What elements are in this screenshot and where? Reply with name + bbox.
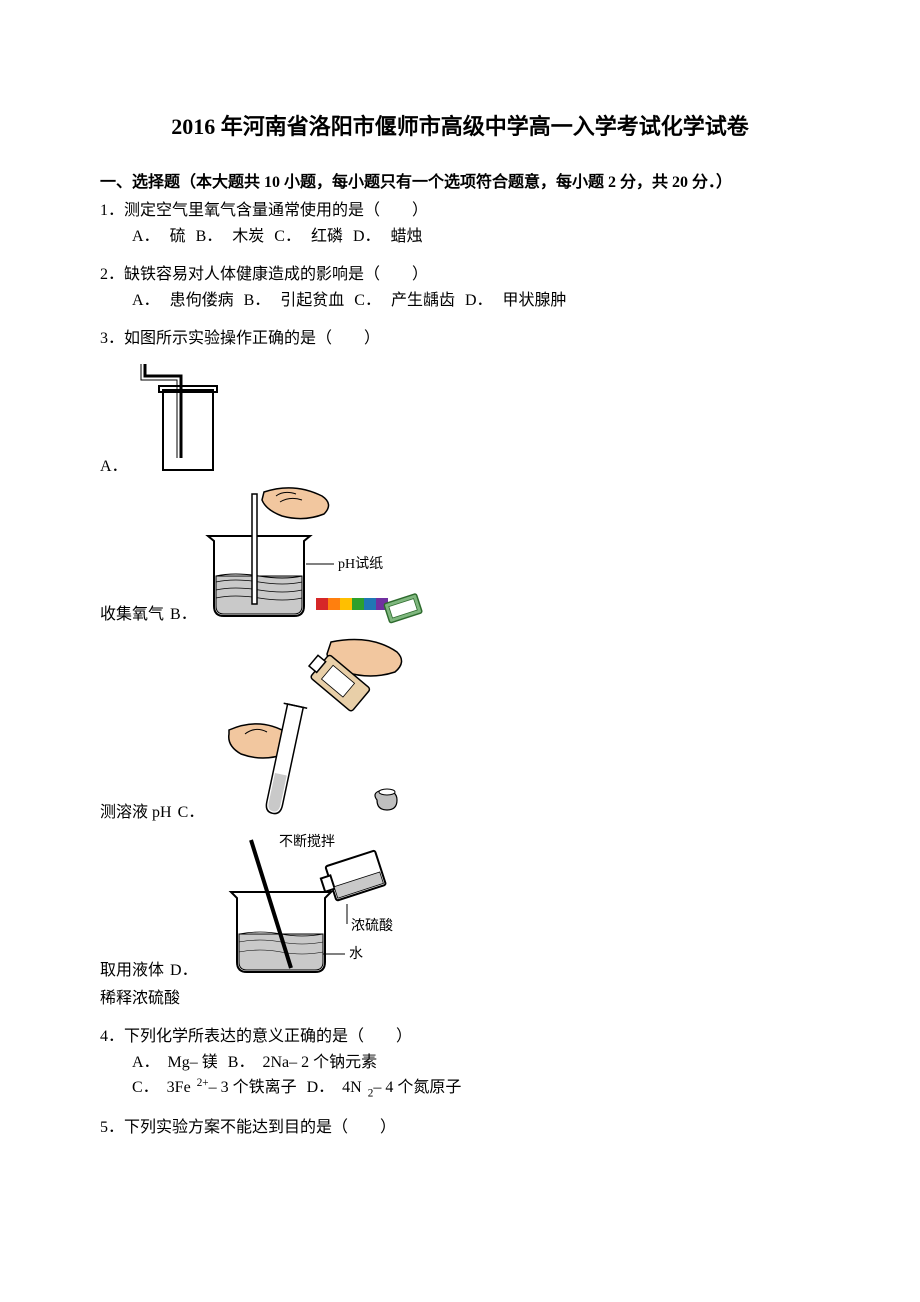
q1-optB-label: B．: [196, 228, 223, 245]
q3-optD-caption-after: 稀释浓硫酸: [100, 987, 820, 1011]
question-4: 4．下列化学所表达的意义正确的是（ ） A． Mg– 镁 B． 2Na– 2 个…: [100, 1025, 820, 1102]
question-2: 2．缺铁容易对人体健康造成的影响是（ ） A． 患佝偻病 B． 引起贫血 C． …: [100, 263, 820, 313]
ph-test-icon: pH试纸: [204, 486, 434, 626]
q3-optB-label: B．: [170, 603, 197, 627]
question-1: 1．测定空气里氧气含量通常使用的是（ ） A． 硫 B． 木炭 C． 红磷 D．…: [100, 199, 820, 249]
water-label: 水: [349, 946, 363, 962]
q3-optC-label: C．: [178, 801, 205, 825]
q2-stem: 2．缺铁容易对人体健康造成的影响是（ ）: [100, 263, 820, 287]
q3-optB-row: 收集氧气 B． pH试纸: [100, 485, 820, 627]
q3-optA-label: A．: [100, 455, 128, 479]
q3-optD-row: 取用液体 D． 不断搅拌 浓硫酸: [100, 831, 820, 983]
q2-optD-text: 甲状腺肿: [503, 292, 567, 309]
stir-label: 不断搅拌: [279, 834, 335, 850]
q4-line1: A． Mg– 镁 B． 2Na– 2 个钠元素: [100, 1051, 820, 1075]
page-title: 2016 年河南省洛阳市偃师市高级中学高一入学考试化学试卷: [100, 110, 820, 143]
q4-optA: A． Mg– 镁: [132, 1054, 218, 1071]
q3-optB-figure: pH试纸: [203, 485, 435, 627]
q3-stem: 3．如图所示实验操作正确的是（ ）: [100, 327, 820, 351]
q4-optC-post: – 3 个铁离子: [209, 1079, 297, 1096]
q3-optC-row: 测溶液 pH C．: [100, 633, 820, 825]
q1-options: A． 硫 B． 木炭 C． 红磷 D． 蜡烛: [100, 225, 820, 249]
q2-optD-label: D．: [465, 292, 493, 309]
q3-optD-caption: 取用液体: [100, 959, 164, 983]
ph-label-text: pH试纸: [338, 556, 383, 572]
q1-optD-label: D．: [353, 228, 381, 245]
q3-optB-caption: 收集氧气: [100, 603, 164, 627]
gas-collection-icon: [135, 358, 235, 478]
question-3: 3．如图所示实验操作正确的是（ ） A． 收集氧气 B．: [100, 327, 820, 1011]
q1-optA-text: 硫: [170, 228, 186, 245]
q1-optD-text: 蜡烛: [391, 228, 423, 245]
q3-optD-label: D．: [170, 959, 198, 983]
q3-optD-figure: 不断搅拌 浓硫酸 水: [204, 831, 426, 983]
q2-optB-text: 引起贫血: [280, 292, 344, 309]
q1-stem: 1．测定空气里氧气含量通常使用的是（ ）: [100, 199, 820, 223]
q1-optA-label: A．: [132, 228, 160, 245]
q2-optA-text: 患佝偻病: [170, 292, 234, 309]
q2-optC-text: 产生龋齿: [391, 292, 455, 309]
q3-optA-figure: [134, 357, 236, 479]
q4-optD-pre: D． 4N: [307, 1079, 362, 1096]
q3-optC-figure: [210, 633, 422, 825]
q3-optC-caption: 测溶液 pH: [100, 801, 172, 825]
q4-optD-post: – 4 个氮原子: [373, 1079, 461, 1096]
q4-stem: 4．下列化学所表达的意义正确的是（ ）: [100, 1025, 820, 1049]
question-5: 5．下列实验方案不能达到目的是（ ）: [100, 1116, 820, 1140]
q3-optA-row: A．: [100, 357, 820, 479]
q2-optB-label: B．: [244, 292, 271, 309]
q2-optC-label: C．: [354, 292, 381, 309]
q5-stem: 5．下列实验方案不能达到目的是（ ）: [100, 1116, 820, 1140]
q4-optB: B． 2Na– 2 个钠元素: [228, 1054, 377, 1071]
pour-liquid-icon: [211, 634, 421, 824]
dilute-acid-icon: 不断搅拌 浓硫酸 水: [205, 832, 425, 982]
q4-optC-sup: 2+: [197, 1077, 209, 1089]
q1-optC-text: 红磷: [311, 228, 343, 245]
q2-options: A． 患佝偻病 B． 引起贫血 C． 产生龋齿 D． 甲状腺肿: [100, 289, 820, 313]
q4-optC-pre: C． 3Fe: [132, 1079, 191, 1096]
q1-optC-label: C．: [274, 228, 301, 245]
section-header: 一、选择题（本大题共 10 小题，每小题只有一个选项符合题意，每小题 2 分，共…: [100, 171, 820, 195]
q4-line2: C． 3Fe2+– 3 个铁离子 D． 4N2– 4 个氮原子: [100, 1075, 820, 1102]
acid-label: 浓硫酸: [351, 918, 393, 934]
q2-optA-label: A．: [132, 292, 160, 309]
q1-optB-text: 木炭: [232, 228, 264, 245]
